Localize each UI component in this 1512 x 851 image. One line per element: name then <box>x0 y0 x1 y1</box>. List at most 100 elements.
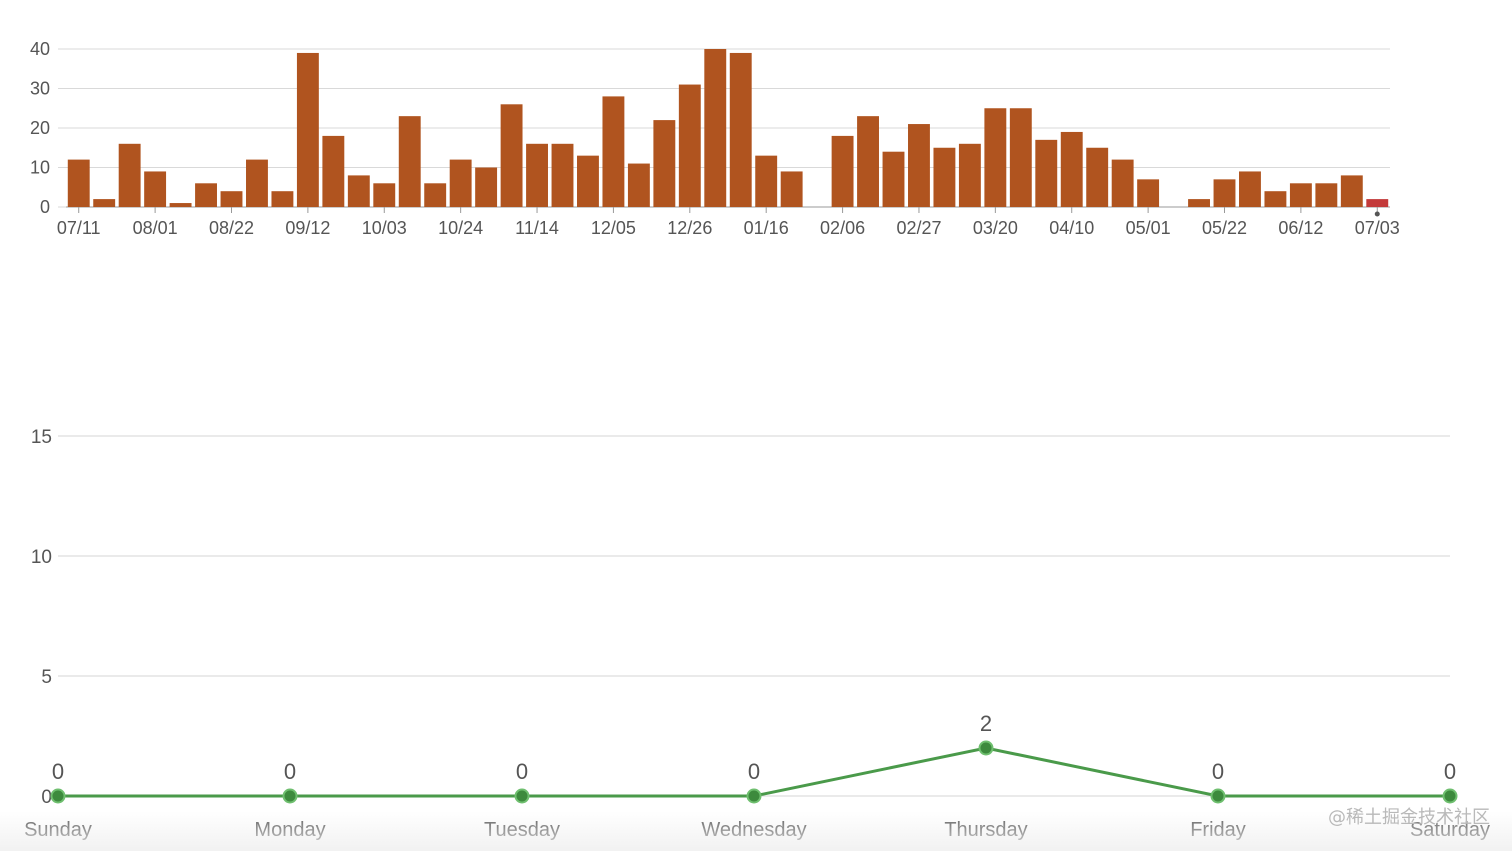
x-tick-label: 12/26 <box>667 218 712 238</box>
bar <box>1086 147 1109 207</box>
data-label: 0 <box>52 759 64 784</box>
x-tick-label: 05/01 <box>1126 218 1171 238</box>
bar <box>780 171 803 207</box>
x-tick-label: 03/20 <box>973 218 1018 238</box>
bar <box>577 155 599 207</box>
bar <box>1340 175 1363 207</box>
x-tick-label: 02/27 <box>896 218 941 238</box>
x-category-label: Sunday <box>24 819 92 841</box>
bar <box>449 159 472 207</box>
x-tick-label: 05/22 <box>1202 218 1247 238</box>
bar <box>1035 139 1058 207</box>
y-tick-label: 15 <box>31 427 52 448</box>
bar <box>1188 199 1210 207</box>
data-label: 0 <box>748 759 760 784</box>
bar <box>144 171 167 207</box>
bar <box>322 135 345 207</box>
bar <box>958 143 981 207</box>
data-label: 0 <box>1212 759 1224 784</box>
data-point <box>282 788 298 804</box>
y-tick-label: 30 <box>30 79 50 99</box>
x-tick-label: 08/22 <box>209 218 254 238</box>
bar <box>1264 191 1287 207</box>
x-tick-label: 06/12 <box>1278 218 1323 238</box>
x-tick-label: 12/05 <box>591 218 636 238</box>
watermark: @稀土掘金技术社区 <box>1328 807 1490 828</box>
data-point <box>514 788 530 804</box>
bar <box>908 124 930 207</box>
bar <box>195 183 217 207</box>
bar <box>704 49 727 207</box>
bar <box>1009 108 1032 207</box>
bar <box>424 183 447 207</box>
bar <box>93 199 116 207</box>
x-category-label: Monday <box>254 819 325 841</box>
bar <box>347 175 370 207</box>
bar <box>373 183 396 207</box>
bar <box>1137 179 1160 207</box>
x-tick-label: 07/03 <box>1355 218 1400 238</box>
bar <box>1060 131 1083 207</box>
x-category-label: Wednesday <box>701 819 806 841</box>
bar <box>602 96 625 207</box>
data-point <box>746 788 762 804</box>
x-tick-label: 09/12 <box>285 218 330 238</box>
x-tick-label: 01/16 <box>744 218 789 238</box>
y-tick-label: 20 <box>30 118 50 138</box>
y-tick-label: 40 <box>30 39 50 59</box>
weekday-line-chart: 0 5 10 15 0 Sunday 0 Monday 0 Tuesday 0 Wednesday 2 T… <box>24 427 1490 841</box>
bar <box>551 143 574 207</box>
weekly-bar-chart: 0 10 20 30 40 07/11 08/01 08/22 09/12 10/03 10/24 1… <box>30 39 1400 238</box>
x-tick-label: 10/03 <box>362 218 407 238</box>
bar <box>296 52 319 208</box>
x-tick-label: 04/10 <box>1049 218 1094 238</box>
y-tick-label: 10 <box>30 158 50 178</box>
bar <box>755 155 778 207</box>
x-category-label: Thursday <box>944 819 1027 841</box>
bar <box>729 52 752 208</box>
x-tick-label: 02/06 <box>820 218 865 238</box>
x-category-label: Friday <box>1190 819 1246 841</box>
data-point <box>50 788 66 804</box>
data-label: 0 <box>1444 759 1456 784</box>
bar <box>271 191 294 207</box>
bar <box>1366 199 1389 207</box>
x-category-label: Tuesday <box>484 819 560 841</box>
y-tick-label: 0 <box>40 197 50 217</box>
bar <box>1315 183 1338 207</box>
bar <box>1111 159 1134 207</box>
data-point <box>1442 788 1458 804</box>
bar <box>169 203 192 207</box>
y-tick-label: 0 <box>41 787 52 808</box>
bar <box>1289 183 1312 207</box>
bar <box>118 143 141 207</box>
bar <box>220 191 243 207</box>
bar <box>526 143 548 207</box>
bar <box>67 159 90 207</box>
y-tick-label: 10 <box>31 547 52 568</box>
x-tick-label: 11/14 <box>515 218 559 238</box>
bar <box>933 147 956 207</box>
x-tick-label: 08/01 <box>133 218 178 238</box>
data-point <box>978 740 994 756</box>
bar <box>627 163 650 207</box>
x-tick-label: 07/11 <box>57 218 101 238</box>
bar <box>1239 171 1261 207</box>
bar <box>882 151 905 207</box>
data-point <box>1210 788 1226 804</box>
data-label: 2 <box>980 711 992 736</box>
bar <box>653 120 676 207</box>
bar <box>398 116 421 207</box>
y-tick-label: 5 <box>41 667 52 688</box>
bar <box>246 159 268 207</box>
bar <box>678 84 701 207</box>
bar <box>831 135 854 207</box>
bar <box>1213 179 1236 207</box>
bar <box>500 104 523 207</box>
x-tick-label: 10/24 <box>438 218 483 238</box>
bar <box>857 116 879 207</box>
cursor-dot <box>1374 211 1380 217</box>
data-label: 0 <box>284 759 296 784</box>
data-label: 0 <box>516 759 528 784</box>
bar <box>984 108 1007 207</box>
